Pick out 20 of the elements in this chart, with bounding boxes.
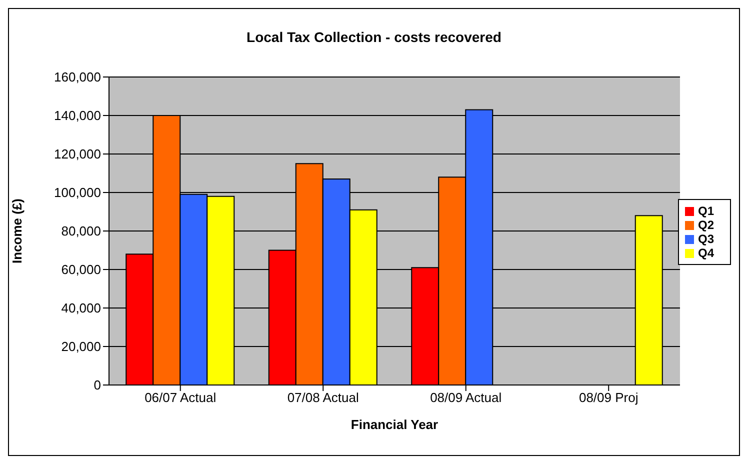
x-tick-label: 07/08 Actual <box>287 390 360 406</box>
y-tick-label: 60,000 <box>61 262 101 278</box>
x-axis-title: Financial Year <box>350 417 438 432</box>
legend-label: Q4 <box>698 246 714 260</box>
y-tick-label: 20,000 <box>61 339 101 354</box>
y-tick-label: 0 <box>94 378 101 393</box>
x-tick-label: 06/07 Actual <box>144 390 216 406</box>
x-tick-label: 08/09 Proj <box>578 390 638 406</box>
legend-label: Q3 <box>698 232 714 246</box>
legend-label: Q2 <box>698 218 714 232</box>
y-tick-label: 100,000 <box>54 185 101 200</box>
legend-label: Q1 <box>698 204 714 218</box>
y-tick-label: 140,000 <box>54 108 101 124</box>
chart-title: Local Tax Collection - costs recovered <box>246 29 502 45</box>
y-tick-label: 160,000 <box>54 70 101 85</box>
y-tick-label: 40,000 <box>61 300 101 316</box>
y-tick-label: 80,000 <box>61 224 101 239</box>
x-tick-label: 08/09 Actual <box>430 390 502 406</box>
y-tick-label: 120,000 <box>54 146 101 162</box>
y-axis-title: Income (£) <box>10 198 25 264</box>
